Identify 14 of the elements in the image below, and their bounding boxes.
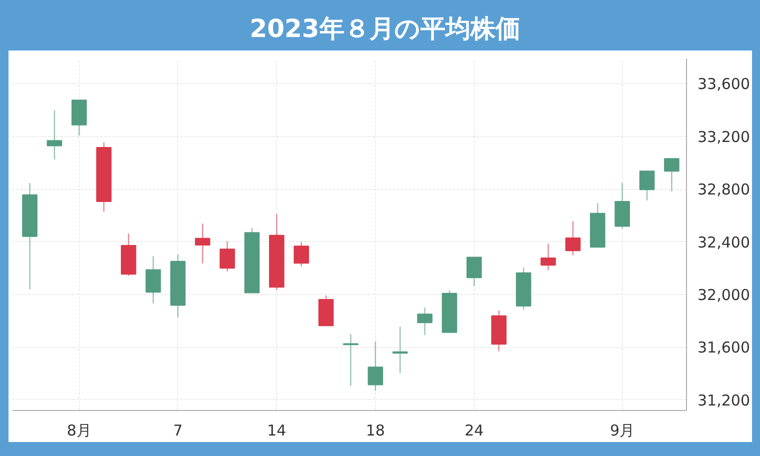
y-tick-label: 32,000 [698,286,750,304]
x-tick-label: 18 [366,422,385,440]
x-tick-label: 7 [173,422,183,440]
y-tick-label: 33,600 [698,75,750,94]
y-tick-label: 32,400 [698,233,750,252]
y-tick-label: 31,600 [698,338,750,357]
y-tick-label: 32,800 [698,180,750,199]
x-tick-label: 8月 [66,422,92,440]
y-tick-label: 31,200 [698,391,750,410]
x-tick-label: 9月 [610,422,635,440]
x-tick-label: 14 [267,422,286,440]
chart-title: 2023年８月の平均株価 [250,13,520,45]
y-tick-label: 33,200 [698,128,750,146]
x-tick-label: 24 [464,422,484,440]
